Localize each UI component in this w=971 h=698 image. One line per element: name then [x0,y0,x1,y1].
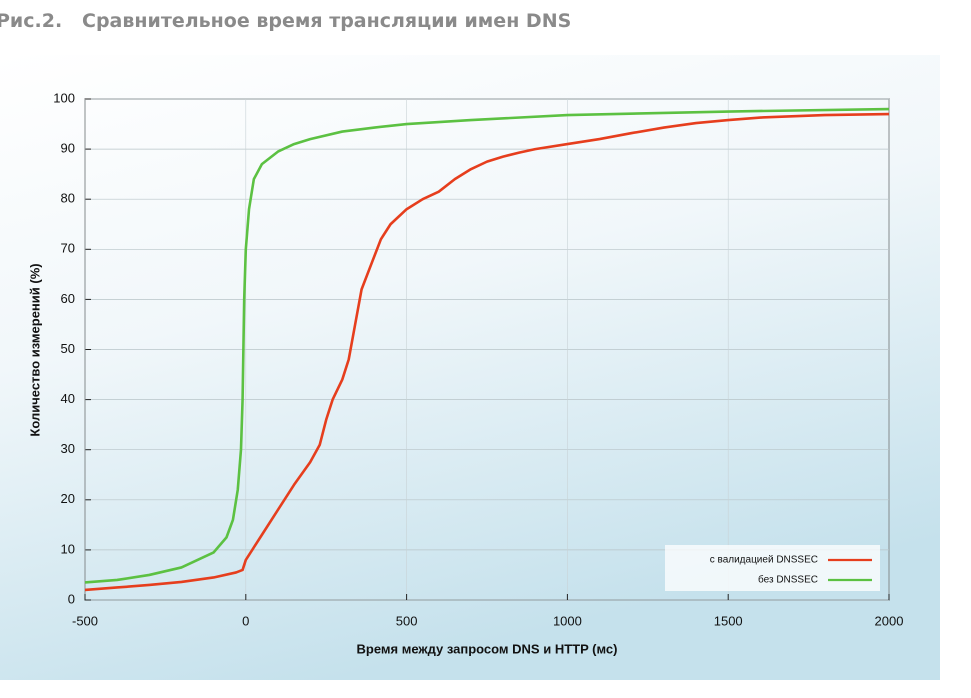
x-tick-label: 2000 [875,613,904,628]
y-tick-label: 20 [61,491,75,506]
y-tick-label: 30 [61,441,75,456]
x-tick-label: 1500 [714,613,743,628]
y-tick-label: 40 [61,391,75,406]
data-line [84,112,890,592]
x-tick-label: -500 [72,613,98,628]
y-tick-label: 80 [61,191,75,206]
x-tick-label: 1000 [553,613,582,628]
legend-label: без DNSSEC [758,574,818,586]
y-tick-label: 50 [61,341,75,356]
y-tick-label: 60 [61,291,75,306]
data-line [84,107,890,584]
y-tick-label: 10 [61,541,75,556]
y-tick-label: 100 [53,90,75,105]
legend-box [665,545,880,591]
y-tick-label: 70 [61,241,75,256]
figure-title: Рис.2. Сравнительное время трансляции им… [0,10,572,32]
x-tick-label: 0 [242,613,249,628]
y-tick-label: 90 [61,141,75,156]
y-axis-title: Количество измерений (%) [27,263,42,436]
legend-label: с валидацией DNSSEC [710,555,818,566]
x-tick-label: 500 [396,613,418,628]
x-axis-title: Время между запросом DNS и HTTP (мс) [357,641,618,656]
y-tick-label: 0 [68,591,75,606]
